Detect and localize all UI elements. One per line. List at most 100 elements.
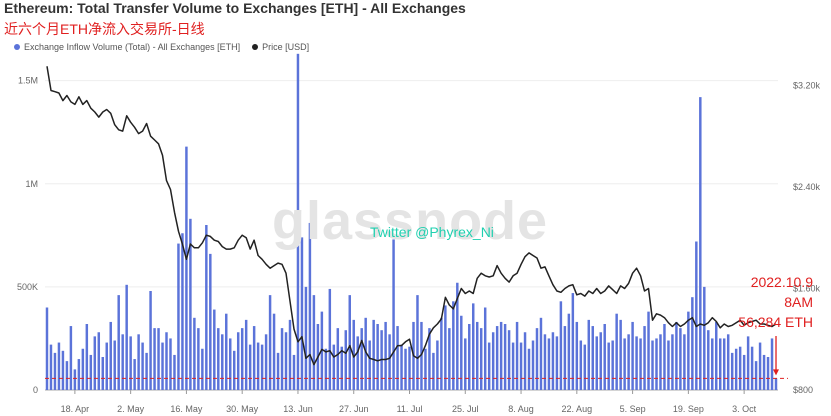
inflow-bar xyxy=(45,307,49,390)
inflow-bar xyxy=(416,295,419,390)
annotation-date: 2022.10.9 xyxy=(750,274,813,290)
inflow-bar xyxy=(551,332,555,390)
inflow-bar xyxy=(719,338,722,390)
inflow-bar xyxy=(472,303,475,390)
inflow-bar xyxy=(483,307,487,390)
inflow-bar xyxy=(213,309,216,390)
inflow-bar xyxy=(388,334,391,390)
inflow-bar xyxy=(567,313,571,390)
inflow-bar xyxy=(260,344,264,390)
inflow-bar xyxy=(288,319,292,390)
inflow-bar xyxy=(460,315,463,390)
legend-label-price: Price [USD] xyxy=(262,42,310,52)
x-tick-label: 3. Oct xyxy=(732,404,757,414)
inflow-bar xyxy=(69,326,73,390)
inflow-bar xyxy=(687,311,690,390)
x-tick-label: 11. Jul xyxy=(397,404,423,414)
inflow-bar xyxy=(495,326,499,390)
inflow-bar xyxy=(121,334,124,390)
inflow-bar xyxy=(571,293,575,390)
chart-subtitle: 近六个月ETH净流入交易所-日线 xyxy=(4,21,205,37)
inflow-bar xyxy=(563,326,567,390)
inflow-bar xyxy=(595,336,598,390)
inflow-bar xyxy=(173,354,176,390)
inflow-bar xyxy=(679,328,682,390)
x-tick-label: 19. Sep xyxy=(673,404,704,414)
inflow-bar xyxy=(503,324,507,390)
inflow-bar xyxy=(499,321,503,390)
inflow-bar xyxy=(376,324,379,390)
y2-tick-label: $800 xyxy=(793,385,813,395)
inflow-bar xyxy=(738,346,742,390)
inflow-bar xyxy=(77,359,81,390)
inflow-bar xyxy=(408,346,411,390)
inflow-bar xyxy=(129,336,132,390)
inflow-bar xyxy=(675,321,678,390)
inflow-bar xyxy=(487,342,491,390)
inflow-bar xyxy=(85,324,89,390)
y-tick-label: 1M xyxy=(25,179,38,189)
inflow-bar xyxy=(280,328,284,390)
inflow-bar xyxy=(579,340,583,390)
inflow-bar xyxy=(448,328,451,390)
inflow-bar xyxy=(165,332,168,390)
inflow-bar xyxy=(750,346,754,390)
inflow-bar xyxy=(715,321,718,390)
inflow-bar xyxy=(575,321,579,390)
inflow-bar xyxy=(61,350,65,390)
inflow-bar xyxy=(547,338,551,390)
inflow-bar xyxy=(141,342,144,390)
inflow-bar xyxy=(308,222,312,390)
x-tick-label: 16. May xyxy=(170,404,203,414)
inflow-bar xyxy=(400,344,403,390)
x-tick-label: 22. Aug xyxy=(562,404,593,414)
inflow-bar xyxy=(511,342,515,390)
inflow-bar xyxy=(691,297,694,390)
inflow-bar xyxy=(169,338,172,390)
inflow-bar xyxy=(229,338,232,390)
inflow-bar xyxy=(49,344,53,390)
inflow-bar xyxy=(452,301,455,390)
inflow-bar xyxy=(539,317,543,390)
inflow-bar xyxy=(627,334,630,390)
x-tick-label: 5. Sep xyxy=(620,404,646,414)
inflow-bar xyxy=(527,348,531,390)
inflow-bar xyxy=(236,332,240,390)
inflow-bar xyxy=(647,311,650,390)
inflow-bar xyxy=(711,338,714,390)
legend-item-price[interactable]: Price [USD] xyxy=(252,42,309,52)
inflow-bar xyxy=(248,344,252,390)
legend-dot-inflow xyxy=(14,44,20,50)
annotation-time: 8AM xyxy=(784,294,813,310)
inflow-bar xyxy=(153,328,156,390)
inflow-bar xyxy=(292,354,296,390)
inflow-bar xyxy=(475,321,479,390)
inflow-bar xyxy=(531,340,535,390)
inflow-bar xyxy=(703,286,706,390)
inflow-bar xyxy=(774,378,778,390)
inflow-bar xyxy=(101,357,104,390)
inflow-bar xyxy=(655,338,658,390)
inflow-bar xyxy=(428,328,431,390)
inflow-bar xyxy=(635,336,638,390)
inflow-bar xyxy=(181,233,184,390)
annotation: 2022.10.9 8AM 56,284 ETH xyxy=(738,272,813,332)
inflow-bar xyxy=(272,313,276,390)
legend-item-inflow[interactable]: Exchange Inflow Volume (Total) - All Exc… xyxy=(14,42,240,52)
inflow-bar xyxy=(57,342,61,390)
inflow-bar xyxy=(356,336,359,390)
inflow-bar xyxy=(611,340,614,390)
y-tick-label: 0 xyxy=(33,385,38,395)
price-line xyxy=(46,66,777,366)
inflow-bar xyxy=(587,319,591,390)
inflow-bar xyxy=(221,334,224,390)
inflow-bar xyxy=(479,328,483,390)
inflow-bar xyxy=(456,282,459,390)
inflow-bar xyxy=(631,321,634,390)
inflow-bar xyxy=(699,97,702,390)
inflow-bar xyxy=(464,338,467,390)
inflow-bar xyxy=(392,239,395,390)
inflow-bar xyxy=(332,344,336,390)
inflow-bar xyxy=(667,340,670,390)
inflow-bar xyxy=(543,334,547,390)
